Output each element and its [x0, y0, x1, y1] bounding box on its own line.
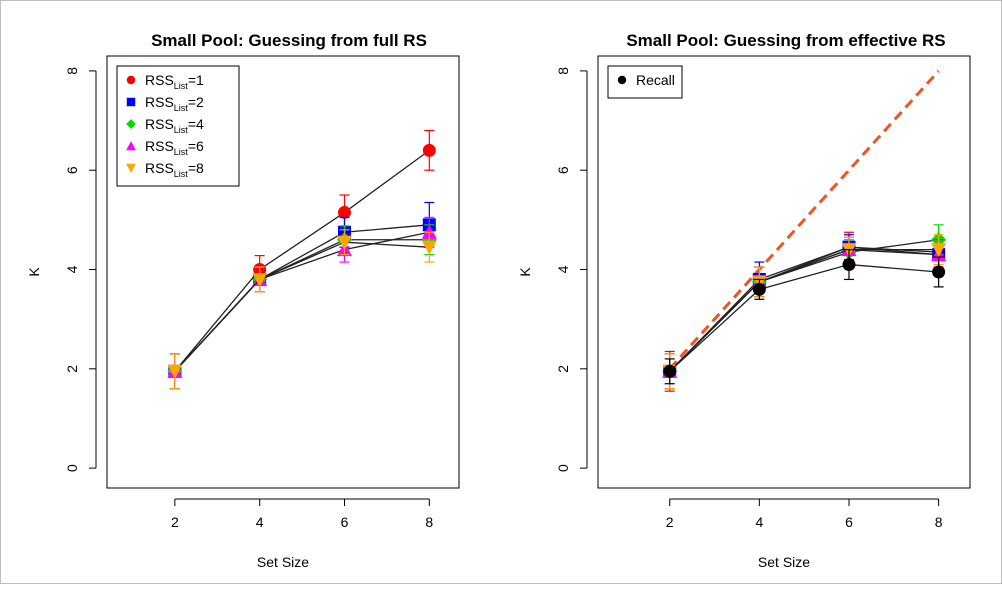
legend-marker	[126, 119, 136, 129]
data-point	[932, 265, 946, 279]
data-point	[842, 258, 856, 272]
y-tick-label: 2	[555, 365, 571, 373]
x-tick-label: 4	[256, 514, 264, 530]
plot-area-border	[106, 55, 460, 489]
data-point	[252, 272, 268, 287]
chart-panel-1: Small Pool: Guessing from full RS 2 4 6 8 Set…	[26, 31, 460, 570]
legend-item-1: RSSList=1	[126, 72, 204, 91]
data-point	[422, 143, 436, 157]
legend-marker	[617, 75, 627, 85]
legend-marker	[126, 141, 136, 151]
legend-item-5: RSSList=8	[126, 160, 204, 179]
legend-item-2: RSSList=2	[126, 94, 204, 113]
series-line	[174, 241, 430, 372]
reference-line-identity	[668, 69, 940, 370]
y-tick-label: 4	[555, 265, 571, 273]
legend-item-1: Recall	[617, 72, 675, 88]
series-line	[669, 249, 939, 372]
y-tick-label: 4	[64, 265, 80, 273]
legend-marker	[126, 163, 136, 173]
x-tick-label: 6	[341, 514, 349, 530]
data-point	[752, 282, 766, 296]
data-point	[167, 364, 183, 379]
x-tick-label: 2	[171, 514, 179, 530]
chart-panel-2: Small Pool: Guessing from effective RS 2 4…	[517, 31, 971, 570]
x-tick-label: 8	[425, 514, 433, 530]
legend-label: RSSList=1	[145, 72, 204, 91]
data-point	[336, 235, 352, 250]
y-tick-label: 0	[555, 464, 571, 472]
legend-label: RSSList=8	[145, 160, 204, 179]
series-line	[669, 246, 939, 372]
x-tick-label: 4	[755, 514, 763, 530]
data-point	[663, 364, 677, 378]
legend-label: Recall	[636, 72, 675, 88]
y-tick-label: 8	[555, 67, 571, 75]
x-axis-label: Set Size	[257, 554, 309, 570]
series-line	[174, 149, 430, 372]
y-tick-label: 0	[64, 464, 80, 472]
legend-marker	[126, 75, 136, 85]
y-tick-label: 6	[555, 166, 571, 174]
chart-title: Small Pool: Guessing from effective RS	[626, 31, 945, 50]
legend: Recall	[607, 65, 683, 99]
chart-title: Small Pool: Guessing from full RS	[151, 31, 427, 50]
y-axis-label: K	[517, 267, 533, 277]
y-tick-label: 8	[64, 67, 80, 75]
x-tick-label: 2	[666, 514, 674, 530]
y-axis-label: K	[26, 267, 42, 277]
legend-box	[116, 65, 240, 187]
y-tick-label: 6	[64, 166, 80, 174]
data-point	[931, 243, 947, 258]
series-line	[669, 263, 939, 372]
series-6	[663, 249, 946, 385]
x-tick-label: 8	[935, 514, 943, 530]
legend-marker	[126, 97, 136, 107]
x-axis-label: Set Size	[758, 554, 810, 570]
legend-label: RSSList=4	[145, 116, 204, 135]
data-point	[337, 205, 351, 219]
data-point	[421, 240, 437, 255]
legend: RSSList=1 RSSList=2 RSSList=4 RSSList=6 RSSL…	[116, 65, 240, 187]
legend-label: RSSList=6	[145, 138, 204, 157]
legend-label: RSSList=2	[145, 94, 204, 113]
legend-item-4: RSSList=6	[126, 138, 204, 157]
series-5	[167, 229, 437, 390]
x-tick-label: 6	[845, 514, 853, 530]
legend-item-3: RSSList=4	[126, 116, 204, 135]
y-tick-label: 2	[64, 365, 80, 373]
plot-area-border	[597, 55, 971, 489]
